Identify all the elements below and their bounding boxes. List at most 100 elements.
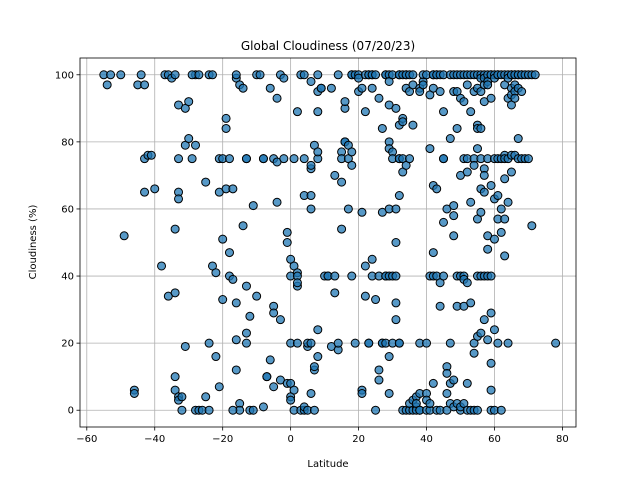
chart-title: Global Cloudiness (07/20/23) <box>241 39 415 53</box>
data-point <box>309 362 319 372</box>
data-point <box>241 338 251 348</box>
data-point <box>262 372 272 382</box>
data-point <box>364 338 374 348</box>
data-point <box>367 254 377 264</box>
data-point <box>228 405 238 415</box>
data-point <box>313 107 323 117</box>
data-point <box>221 123 231 133</box>
data-point <box>224 154 234 164</box>
data-point <box>486 308 496 318</box>
y-axis-label: Cloudiness (%) <box>28 205 39 280</box>
data-point <box>282 238 292 247</box>
data-point <box>248 405 258 415</box>
data-point <box>435 87 445 97</box>
data-point <box>289 154 299 164</box>
data-point <box>394 191 404 201</box>
data-point <box>330 170 340 180</box>
data-point <box>551 338 561 348</box>
data-point <box>391 298 401 308</box>
data-point <box>313 147 323 157</box>
x-tick-label: 20 <box>352 434 365 445</box>
data-point <box>337 177 347 187</box>
data-point <box>177 392 187 402</box>
data-point <box>170 70 180 80</box>
data-point <box>306 160 316 170</box>
data-point <box>479 170 489 180</box>
data-point <box>391 271 401 281</box>
data-point <box>496 227 506 237</box>
data-point <box>194 70 204 80</box>
data-point <box>106 70 116 80</box>
data-point <box>299 70 309 80</box>
data-point <box>191 140 201 150</box>
data-point <box>204 338 214 348</box>
data-point <box>384 388 394 398</box>
data-point <box>286 395 296 405</box>
plot-area-frame <box>79 57 577 428</box>
data-point <box>486 385 496 395</box>
data-point <box>435 301 445 311</box>
y-tick-label: 0 <box>68 406 74 417</box>
data-point <box>503 197 513 207</box>
data-point <box>170 288 180 298</box>
data-point <box>201 392 211 402</box>
data-point <box>306 191 316 201</box>
data-point <box>476 207 486 217</box>
data-point <box>428 248 438 258</box>
data-point <box>357 83 367 93</box>
data-point <box>452 123 462 133</box>
data-point <box>265 355 275 365</box>
data-point <box>405 154 415 164</box>
data-point <box>174 194 184 204</box>
data-point <box>371 295 381 305</box>
data-point <box>269 308 279 318</box>
data-point <box>214 382 224 392</box>
data-point <box>384 352 394 362</box>
data-point <box>272 197 282 207</box>
data-point <box>275 315 285 325</box>
data-point <box>493 191 503 201</box>
data-point <box>129 388 139 398</box>
y-tick-label: 100 <box>55 70 74 81</box>
data-point <box>357 388 367 398</box>
data-point <box>439 271 449 281</box>
x-axis-ticks: −60 −40 −20 0 20 40 60 80 <box>76 427 569 445</box>
data-points <box>99 70 561 415</box>
data-point <box>425 399 435 409</box>
data-point <box>157 261 167 271</box>
data-point <box>479 187 489 197</box>
data-point <box>489 325 499 335</box>
data-point <box>360 261 370 271</box>
data-point <box>170 372 180 382</box>
data-point <box>241 328 251 338</box>
data-point <box>207 70 217 80</box>
data-point <box>500 174 510 184</box>
data-point <box>469 160 479 170</box>
data-point <box>391 204 401 214</box>
data-point <box>241 154 251 164</box>
data-point <box>306 204 316 214</box>
data-point <box>496 204 506 214</box>
data-point <box>221 113 231 123</box>
data-point <box>228 274 238 284</box>
data-point <box>187 154 197 164</box>
data-point <box>466 197 476 207</box>
data-point <box>391 238 401 247</box>
data-point <box>486 358 496 368</box>
x-tick-label: 0 <box>287 434 293 445</box>
data-point <box>258 402 268 412</box>
data-point <box>422 338 432 348</box>
data-point <box>462 378 472 388</box>
data-point <box>439 107 449 117</box>
x-axis-label: Latitude <box>307 459 348 470</box>
data-point <box>119 231 129 241</box>
data-point <box>486 93 496 103</box>
data-point <box>347 160 357 170</box>
data-point <box>241 281 251 291</box>
y-tick-label: 40 <box>61 272 74 283</box>
data-point <box>472 144 482 154</box>
x-tick-label: −60 <box>76 434 97 445</box>
data-point <box>184 97 194 107</box>
